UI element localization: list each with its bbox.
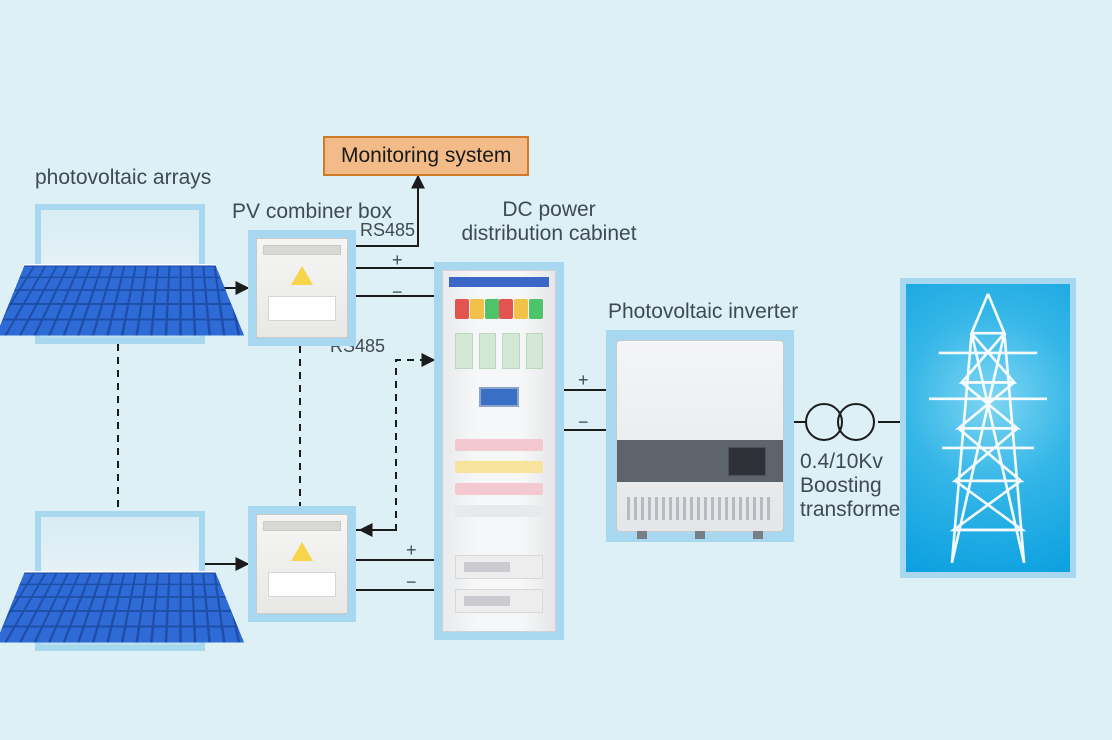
label-pv-arrays: photovoltaic arrays: [35, 166, 211, 190]
power-grid: [900, 278, 1076, 578]
pv-array-1: [35, 204, 205, 344]
sign-plus-1: +: [392, 250, 403, 271]
pv-inverter: [606, 330, 794, 542]
label-inverter: Photovoltaic inverter: [608, 300, 798, 324]
sign-minus-3: −: [578, 412, 589, 433]
sign-plus-3: +: [578, 370, 589, 391]
pv-array-2: [35, 511, 205, 651]
combiner-box-2: [248, 506, 356, 622]
monitoring-system-box: Monitoring system: [323, 136, 529, 176]
label-dc-cabinet: DC power distribution cabinet: [449, 198, 649, 246]
label-transformer: 0.4/10Kv Boosting transformer: [800, 450, 907, 522]
sign-minus-2: −: [406, 572, 417, 593]
combiner-box-1: [248, 230, 356, 346]
dc-cabinet: [434, 262, 564, 640]
sign-minus-1: −: [392, 282, 403, 303]
monitoring-system-label: Monitoring system: [341, 144, 511, 167]
sign-plus-2: +: [406, 540, 417, 561]
label-rs485-top: RS485: [360, 220, 415, 241]
pylon-icon: [906, 284, 1070, 563]
